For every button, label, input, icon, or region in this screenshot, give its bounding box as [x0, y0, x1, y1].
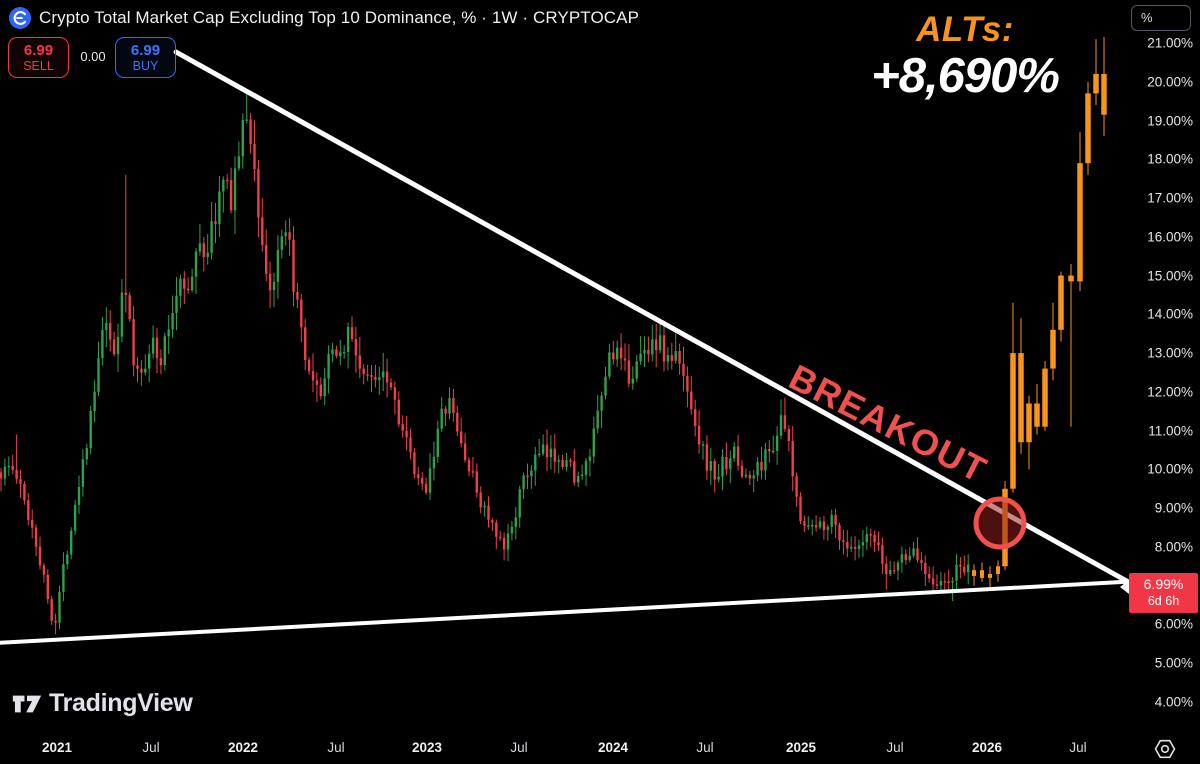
price-pointer-icon [1120, 580, 1129, 594]
sell-button[interactable]: 6.99 SELL [8, 37, 69, 78]
time-tick: Jul [886, 740, 904, 755]
price-tick: 11.00% [1148, 423, 1193, 439]
time-tick: 2023 [411, 740, 443, 755]
buy-button[interactable]: 6.99 BUY [115, 37, 176, 78]
time-tick: Jul [696, 740, 714, 755]
price-tick: 16.00% [1147, 229, 1193, 245]
time-tick: 2021 [41, 740, 73, 755]
time-tick: 2024 [597, 740, 629, 755]
price-tick: 6.00% [1154, 616, 1193, 632]
sell-label: SELL [23, 58, 54, 73]
time-tick: Jul [142, 740, 160, 755]
price-tick: 4.00% [1154, 694, 1193, 710]
tradingview-watermark[interactable]: TradingView [12, 689, 193, 718]
price-tick: 21.00% [1147, 35, 1193, 51]
tradingview-logo-icon [12, 695, 42, 712]
price-tick: 19.00% [1147, 113, 1193, 129]
price-tick: 14.00% [1147, 306, 1193, 322]
time-axis[interactable]: 2021 Jul 2022 Jul 2023 Jul 2024 Jul 2025 Jul 2026 J… [0, 736, 1128, 764]
symbol-title: Crypto Total Market Cap Excluding Top 10… [39, 8, 640, 27]
current-price-label: 6.99% 6d 6h [1129, 573, 1198, 613]
alts-title: ALTs: [916, 10, 1014, 49]
spread-value: 0.00 [80, 49, 106, 64]
cryptocap-symbol-icon [9, 7, 31, 29]
time-tick: Jul [510, 740, 528, 755]
price-tick: 20.00% [1147, 74, 1193, 90]
time-tick: Jul [1069, 740, 1087, 755]
price-tick: 10.00% [1147, 461, 1193, 477]
watermark-brand: TradingView [49, 689, 193, 717]
symbol-legend[interactable]: Crypto Total Market Cap Excluding Top 10… [9, 7, 639, 29]
buy-price: 6.99 [130, 41, 161, 59]
price-tick: 18.00% [1147, 151, 1193, 167]
price-tick: 13.00% [1147, 345, 1193, 361]
price-axis[interactable]: % 6.99% 6d 6h 21.00% 20.00% 19.00% 18.00% 17… [1120, 0, 1200, 764]
price-tick: 9.00% [1154, 500, 1193, 516]
time-tick: Jul [327, 740, 345, 755]
bar-countdown: 6d 6h [1147, 593, 1180, 608]
buy-label: BUY [132, 58, 159, 73]
price-tick: 8.00% [1154, 539, 1193, 555]
price-tick: 17.00% [1147, 190, 1193, 206]
scale-settings-icon[interactable] [1152, 736, 1178, 762]
price-tick: 15.00% [1147, 268, 1193, 284]
time-tick: 2025 [785, 740, 817, 755]
sell-price: 6.99 [23, 41, 54, 59]
alts-gain-value: +8,690% [871, 49, 1060, 103]
alts-annotation: ALTs: +8,690% [845, 10, 1085, 104]
time-tick: 2026 [971, 740, 1003, 755]
current-price-value: 6.99% [1143, 576, 1184, 593]
price-tick: 12.00% [1147, 384, 1193, 400]
trade-buttons: 6.99 SELL 6.99 BUY [8, 37, 176, 78]
price-unit-button[interactable]: % [1131, 5, 1191, 31]
time-tick: 2022 [227, 740, 259, 755]
price-tick: 5.00% [1154, 655, 1193, 671]
